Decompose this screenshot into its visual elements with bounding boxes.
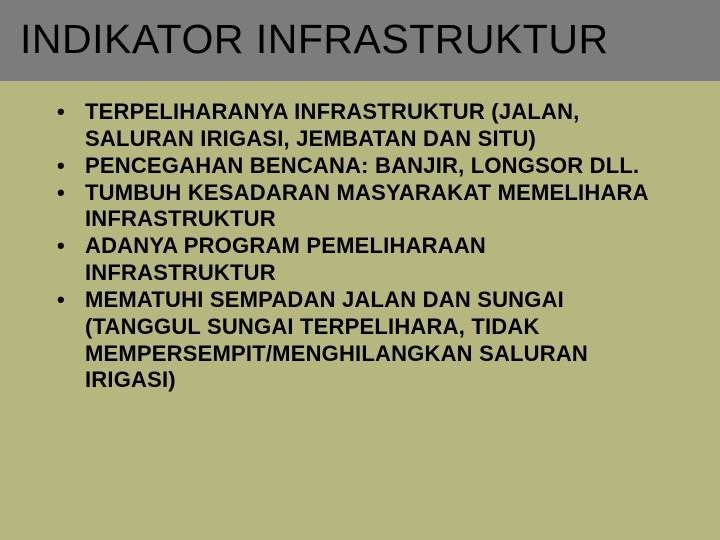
bullet-list: TERPELIHARANYA INFRASTRUKTUR (JALAN, SAL… <box>55 99 680 394</box>
list-item: TUMBUH KESADARAN MASYARAKAT MEMELIHARA I… <box>55 180 680 234</box>
list-item: ADANYA PROGRAM PEMELIHARAAN INFRASTRUKTU… <box>55 233 680 287</box>
slide-content: TERPELIHARANYA INFRASTRUKTUR (JALAN, SAL… <box>0 81 720 394</box>
title-bar: INDIKATOR INFRASTRUKTUR <box>0 0 720 81</box>
list-item: PENCEGAHAN BENCANA: BANJIR, LONGSOR DLL. <box>55 153 680 180</box>
slide: INDIKATOR INFRASTRUKTUR TERPELIHARANYA I… <box>0 0 720 540</box>
list-item: MEMATUHI SEMPADAN JALAN DAN SUNGAI (TANG… <box>55 287 680 394</box>
slide-title: INDIKATOR INFRASTRUKTUR <box>20 18 700 61</box>
list-item: TERPELIHARANYA INFRASTRUKTUR (JALAN, SAL… <box>55 99 680 153</box>
